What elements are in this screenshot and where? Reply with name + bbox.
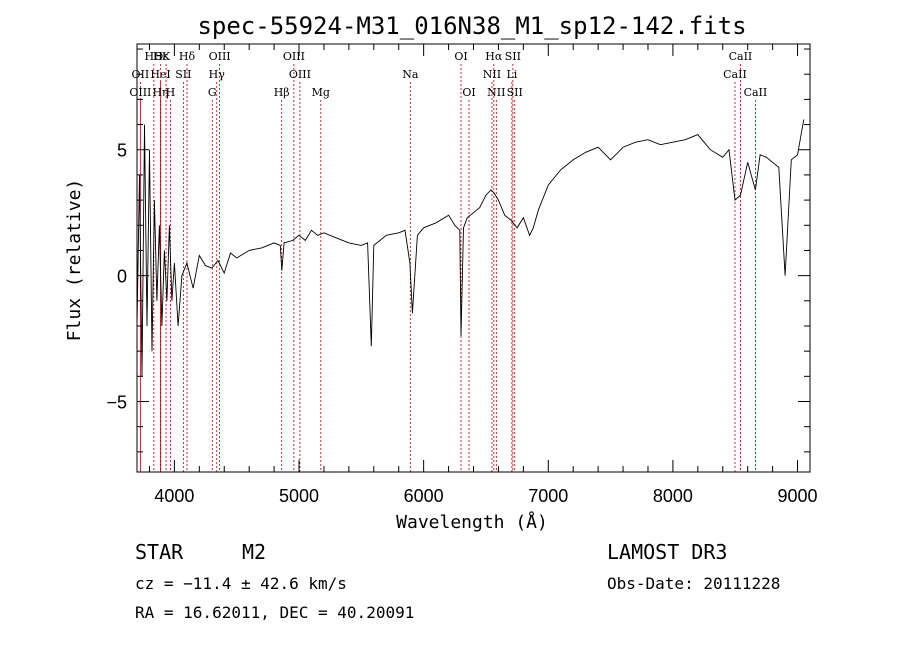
line-marker-label: CaII <box>723 68 747 81</box>
line-marker-label: Na <box>402 68 419 81</box>
line-marker-label: OII <box>132 68 150 81</box>
y-tick-label: 5 <box>117 141 127 161</box>
emission-line-markers <box>139 64 756 472</box>
y-tick-label: −5 <box>106 393 127 413</box>
object-class: STAR <box>135 540 184 564</box>
x-tick-label: 8000 <box>653 486 693 506</box>
redshift-velocity: cz = −11.4 ± 42.6 km/s <box>135 574 347 593</box>
x-tick-label: 5000 <box>279 486 319 506</box>
line-marker-label: NII <box>487 86 505 99</box>
spectrum-series-line <box>136 119 805 377</box>
x-tick-label: 7000 <box>528 486 568 506</box>
observation-date: Obs-Date: 20111228 <box>607 574 781 593</box>
line-marker-label: Hα <box>485 50 503 63</box>
sky-coordinates: RA = 16.62011, DEC = 40.20091 <box>135 603 415 622</box>
line-marker-label: Hε <box>153 50 169 63</box>
line-marker-label: G <box>208 86 217 99</box>
line-marker-label: Hδ <box>179 50 196 63</box>
line-marker-label: HΘ <box>145 50 164 63</box>
line-marker-label: CaII <box>744 86 768 99</box>
line-marker-label: HeI <box>150 68 170 81</box>
x-axis-label: Wavelength (Å) <box>396 511 548 533</box>
line-marker-label: SII <box>507 86 523 99</box>
line-marker-label: SII <box>175 68 191 81</box>
object-subclass: M2 <box>242 540 267 564</box>
x-tick-label: 6000 <box>404 486 444 506</box>
axis-ticks: 4000 5000 6000 7000 8000 9000 −5 0 5 <box>106 44 818 506</box>
survey-name: LAMOST DR3 <box>607 540 728 564</box>
line-marker-label: NII <box>483 68 501 81</box>
line-marker-label: K <box>162 50 171 63</box>
line-marker-label: Hγ <box>209 68 226 81</box>
chart-title: spec-55924-M31_016N38_M1_sp12-142.fits <box>197 12 746 40</box>
line-marker-label: Hη <box>152 86 168 99</box>
y-axis-label: Flux (relative) <box>64 179 85 342</box>
line-marker-label: OIII <box>289 68 311 81</box>
line-marker-label: OIII <box>209 50 231 63</box>
line-marker-label: Mg <box>312 86 330 99</box>
emission-line-labels: HΘ OII OIII HεK HeI HηH SII Hδ OIII Hγ G Hβ OIII OIII… <box>129 50 767 99</box>
line-marker-label: H <box>166 86 176 99</box>
line-marker-label: Li <box>506 68 517 81</box>
line-marker-label: OI <box>462 86 475 99</box>
y-tick-label: 0 <box>117 267 127 287</box>
line-marker-label: SII <box>505 50 521 63</box>
line-marker-label: CaII <box>729 50 753 63</box>
line-marker-label: OIII <box>129 86 151 99</box>
line-marker-label: Hβ <box>274 86 290 99</box>
x-tick-label: 9000 <box>778 486 818 506</box>
x-tick-label: 4000 <box>154 486 194 506</box>
line-marker-label: OI <box>454 50 467 63</box>
line-marker-label: OIII <box>283 50 305 63</box>
plot-frame <box>136 43 811 473</box>
